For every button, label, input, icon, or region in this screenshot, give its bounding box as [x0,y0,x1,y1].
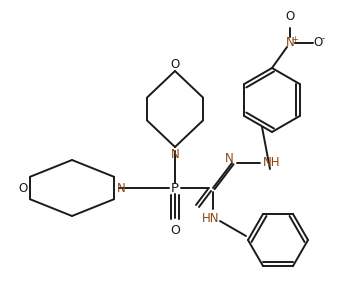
Text: +: + [292,34,298,44]
Text: O: O [170,223,180,237]
Text: O: O [313,36,323,50]
Text: P: P [171,182,179,194]
Text: O: O [285,9,295,23]
Text: N: N [117,182,125,194]
Text: N: N [225,152,233,164]
Text: N: N [286,36,294,50]
Text: O: O [171,58,180,70]
Text: NH: NH [263,156,281,168]
Text: O: O [18,182,28,194]
Text: HN: HN [202,211,220,225]
Text: N: N [171,148,180,160]
Text: -: - [322,34,325,44]
